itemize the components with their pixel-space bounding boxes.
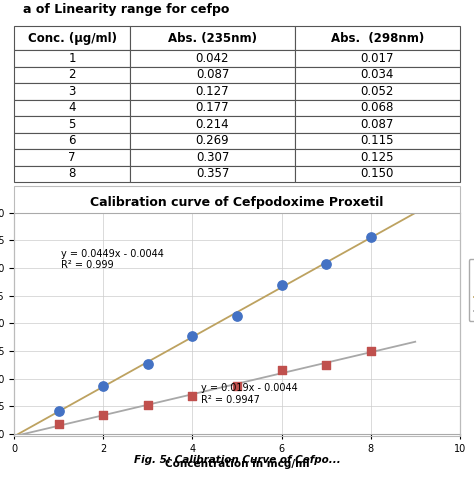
Point bbox=[55, 421, 63, 428]
Point bbox=[278, 366, 285, 374]
Text: y = 0.0449x - 0.0044
R² = 0.999: y = 0.0449x - 0.0044 R² = 0.999 bbox=[61, 249, 164, 270]
Point bbox=[367, 347, 374, 355]
Point bbox=[367, 233, 374, 241]
Point bbox=[233, 312, 241, 320]
Point bbox=[189, 392, 196, 400]
Text: y = 0.019x - 0.0044
R² = 0.9947: y = 0.019x - 0.0044 R² = 0.9947 bbox=[201, 383, 298, 404]
Text: Fig. 5: Calibration Curve of Cefpo...: Fig. 5: Calibration Curve of Cefpo... bbox=[134, 455, 340, 465]
Point bbox=[144, 360, 152, 367]
Legend: Absorbance (235nm), Absorbance (298nm), Linear (Absorbance (235nm)), Linear (Abs: Absorbance (235nm), Absorbance (298nm), … bbox=[468, 259, 474, 321]
Text: a of Linearity range for cefpo: a of Linearity range for cefpo bbox=[23, 3, 229, 16]
Point bbox=[144, 401, 152, 409]
Point bbox=[278, 281, 285, 289]
Point bbox=[233, 382, 241, 389]
Title: Calibration curve of Cefpodoxime Proxetil: Calibration curve of Cefpodoxime Proxeti… bbox=[91, 196, 383, 209]
Point bbox=[322, 260, 330, 268]
Point bbox=[100, 382, 107, 389]
X-axis label: Concentration in mcg/ml: Concentration in mcg/ml bbox=[164, 459, 310, 469]
Point bbox=[322, 361, 330, 369]
Point bbox=[189, 332, 196, 340]
Point bbox=[55, 407, 63, 415]
Point bbox=[100, 411, 107, 419]
